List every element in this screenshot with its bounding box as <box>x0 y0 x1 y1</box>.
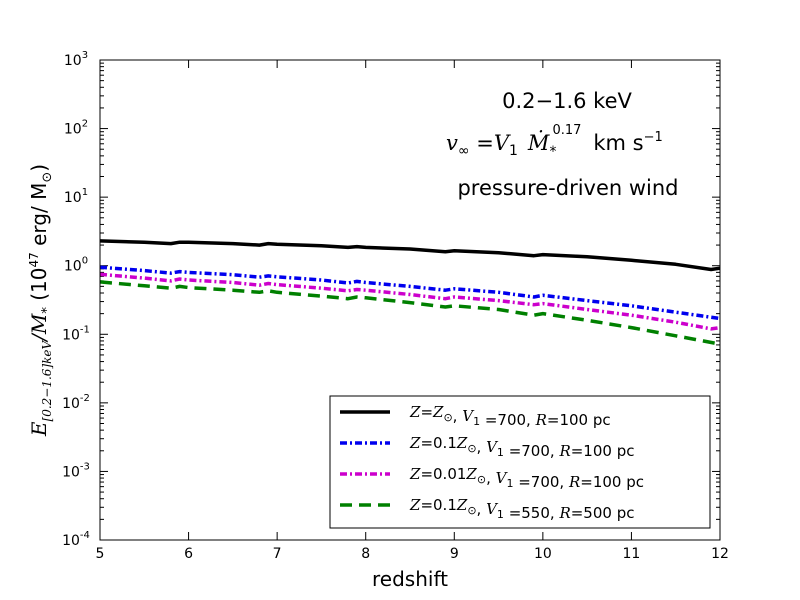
plot-frame <box>99 59 721 541</box>
x-tick-label: 10 <box>534 546 552 562</box>
x-tick-label: 6 <box>184 546 193 562</box>
y-tick-label: 102 <box>64 119 88 138</box>
series-line-2 <box>99 265 721 321</box>
series-lines <box>99 239 721 346</box>
legend-box <box>329 395 711 529</box>
legend-label-2: Z=0.1Z⊙, V1 =700, R=100 pc <box>409 434 634 460</box>
x-tick-label: 12 <box>711 546 729 562</box>
y-tick-label: 10-1 <box>62 324 90 343</box>
annotation-wind: pressure-driven wind <box>457 176 678 200</box>
y-tick-label: 10-3 <box>62 461 90 480</box>
y-tick-label: 10-2 <box>62 393 90 412</box>
y-tick-label: 10-4 <box>62 530 90 549</box>
y-axis-label: E[0.2−1.6]keV/M* (1047 erg/ M⊙) <box>27 164 55 437</box>
x-tick-label: 9 <box>450 546 459 562</box>
legend-label-1: Z=Z⊙, V1 =700, R=100 pc <box>409 403 611 429</box>
y-tick-label: 103 <box>64 50 88 69</box>
x-tick-label: 11 <box>623 546 641 562</box>
y-tick-label: 101 <box>64 187 88 206</box>
x-ticks: 5 6 7 8 9 10 11 12 <box>96 60 729 562</box>
x-tick-label: 7 <box>273 546 282 562</box>
minor-ticks <box>100 62 720 520</box>
legend-label-3: Z=0.01Z⊙, V1 =700, R=100 pc <box>409 465 644 491</box>
legend: Z=Z⊙, V1 =700, R=100 pc Z=0.1Z⊙, V1 =700,… <box>329 395 711 529</box>
series-line-1 <box>99 239 721 272</box>
series-line-4 <box>99 280 721 346</box>
series-line-3 <box>99 272 721 331</box>
y-tick-label: 100 <box>64 256 88 275</box>
x-tick-label: 8 <box>361 546 370 562</box>
x-tick-label: 5 <box>96 546 105 562</box>
x-axis-label: redshift <box>372 567 448 591</box>
annotation-velocity: v∞ =V1 Ṁ*0.17km s−1 <box>446 123 663 160</box>
annotation-band: 0.2−1.6 keV <box>502 89 632 113</box>
legend-label-4: Z=0.1Z⊙, V1 =550, R=500 pc <box>409 496 634 522</box>
